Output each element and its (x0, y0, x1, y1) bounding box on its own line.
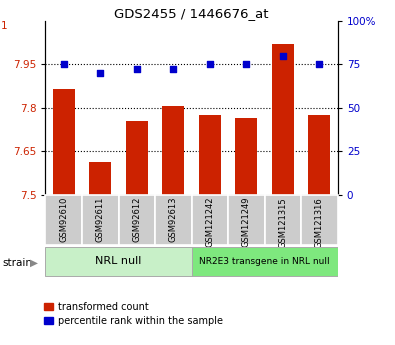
Point (243, 61, 250, 67)
Bar (155, 195, 192, 245)
Bar (192, 247, 338, 276)
Bar (126, 121, 148, 195)
Bar (45, 195, 82, 245)
Bar (308, 115, 330, 195)
Text: GSM121315: GSM121315 (278, 197, 288, 248)
Bar (118, 195, 155, 245)
Bar (301, 195, 338, 245)
Bar (45, 247, 192, 276)
Text: GSM92610: GSM92610 (59, 197, 68, 242)
Bar (53, 89, 75, 195)
Point (97, 70, 103, 76)
Bar (265, 195, 301, 245)
Point (134, 67, 140, 72)
Text: GSM121316: GSM121316 (315, 197, 324, 248)
Text: GSM92611: GSM92611 (96, 197, 105, 242)
Text: GSM121249: GSM121249 (242, 197, 251, 247)
Legend: transformed count, percentile rank within the sample: transformed count, percentile rank withi… (44, 302, 223, 326)
Point (60, 61, 67, 67)
Bar (199, 115, 221, 195)
Title: GDS2455 / 1446676_at: GDS2455 / 1446676_at (114, 7, 269, 20)
Text: NRL null: NRL null (95, 256, 142, 266)
Bar (228, 195, 265, 245)
Bar (162, 106, 184, 195)
Text: GSM92613: GSM92613 (169, 197, 178, 243)
Bar (235, 118, 258, 195)
Bar (272, 44, 294, 195)
Point (207, 61, 213, 67)
Text: NR2E3 transgene in NRL null: NR2E3 transgene in NRL null (199, 257, 330, 266)
Text: ▶: ▶ (30, 258, 38, 268)
Text: GSM121242: GSM121242 (205, 197, 214, 247)
Bar (89, 161, 111, 195)
Text: GSM92612: GSM92612 (132, 197, 141, 242)
Text: 8.1: 8.1 (0, 21, 8, 31)
Point (316, 61, 323, 67)
Point (170, 67, 177, 72)
Point (280, 53, 286, 58)
Text: strain: strain (2, 258, 32, 268)
Bar (82, 195, 118, 245)
Bar (192, 195, 228, 245)
